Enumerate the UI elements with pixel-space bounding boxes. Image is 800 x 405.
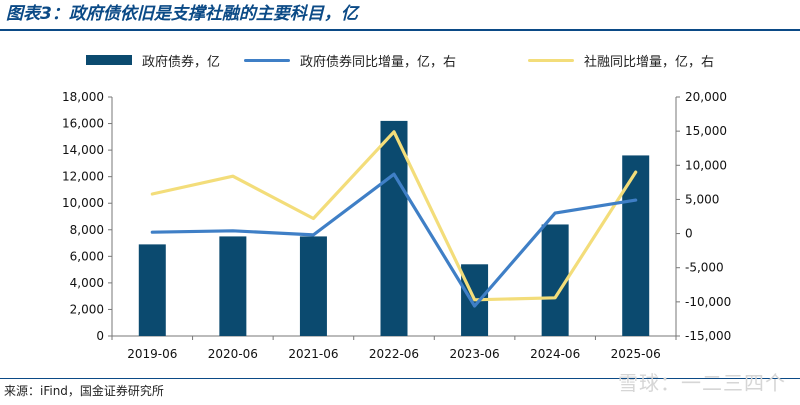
x-tick-label: 2025-06 xyxy=(611,347,661,361)
x-tick-label: 2022-06 xyxy=(369,347,419,361)
left-tick-label: 2,000 xyxy=(70,302,104,316)
x-tick-label: 2019-06 xyxy=(127,347,177,361)
title-divider xyxy=(0,29,800,31)
left-tick-label: 18,000 xyxy=(62,90,104,104)
x-tick-label: 2020-06 xyxy=(208,347,258,361)
right-tick-label: 20,000 xyxy=(685,90,727,104)
right-tick-label: 15,000 xyxy=(685,124,727,138)
source-divider xyxy=(0,378,800,379)
legend-item-blue-line: 政府债券同比增量，亿，右 xyxy=(244,48,456,72)
watermark: 雪球：一二三四个 xyxy=(618,371,786,395)
x-tick-label: 2021-06 xyxy=(288,347,338,361)
left-tick-label: 0 xyxy=(96,329,104,343)
left-tick-label: 4,000 xyxy=(70,276,104,290)
left-tick-label: 14,000 xyxy=(62,143,104,157)
bar-government-bonds xyxy=(541,224,569,336)
line-social-financing-yoy xyxy=(150,130,638,302)
right-tick-label: 0 xyxy=(685,227,693,241)
x-tick-label: 2024-06 xyxy=(530,347,580,361)
lines-group xyxy=(150,130,638,308)
legend-item-bar: 政府债券，亿 xyxy=(86,48,220,72)
right-tick-label: -5,000 xyxy=(685,261,724,275)
legend-label-yellow-line: 社融同比增量，亿，右 xyxy=(584,54,715,70)
right-tick-label: 10,000 xyxy=(685,158,727,172)
legend-label-blue-line: 政府债券同比增量，亿，右 xyxy=(300,54,457,70)
right-tick-label: -10,000 xyxy=(685,295,731,309)
left-tick-label: 10,000 xyxy=(62,196,104,210)
left-tick-label: 6,000 xyxy=(70,249,104,263)
legend: 政府债券，亿 政府债券同比增量，亿，右 社融同比增量，亿，右 xyxy=(0,48,800,72)
bar-government-bonds xyxy=(219,236,247,336)
right-tick-label: -15,000 xyxy=(685,329,731,343)
legend-swatch-bar xyxy=(86,55,132,65)
chart-title: 图表3：政府债依旧是支撑社融的主要科目，亿 xyxy=(6,4,358,24)
left-tick-label: 16,000 xyxy=(62,117,104,131)
source-note: 来源：iFind，国金证券研究所 xyxy=(4,384,164,398)
legend-label-bar: 政府债券，亿 xyxy=(142,54,221,70)
line-government-bonds-yoy xyxy=(150,172,638,308)
legend-swatch-yellow-line xyxy=(528,58,574,62)
legend-item-yellow-line: 社融同比增量，亿，右 xyxy=(528,48,714,72)
legend-swatch-blue-line xyxy=(244,58,290,62)
x-tick-label: 2023-06 xyxy=(450,347,500,361)
labels-group: 0 2,000 4,000 6,000 8,000 10,000 12,000 14,000 1… xyxy=(62,90,731,361)
bar-government-bonds xyxy=(380,120,408,337)
bars-group xyxy=(138,120,650,337)
bar-government-bonds xyxy=(622,155,650,336)
left-tick-label: 8,000 xyxy=(70,223,104,237)
combo-chart: 0 2,000 4,000 6,000 8,000 10,000 12,000 14,000 1… xyxy=(62,90,731,361)
right-tick-label: 5,000 xyxy=(685,192,719,206)
left-tick-label: 12,000 xyxy=(62,170,104,184)
bar-government-bonds xyxy=(299,236,327,336)
bar-government-bonds xyxy=(138,244,166,336)
